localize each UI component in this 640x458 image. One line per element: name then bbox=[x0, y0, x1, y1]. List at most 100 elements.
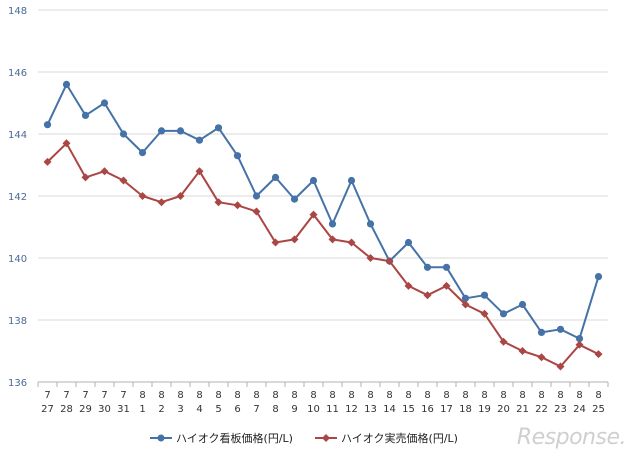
x-tick-day: 14 bbox=[383, 404, 396, 415]
x-tick-day: 25 bbox=[592, 404, 605, 415]
x-tick-day: 31 bbox=[117, 404, 130, 415]
x-tick-month: 8 bbox=[443, 390, 449, 401]
x-tick-month: 8 bbox=[215, 390, 221, 401]
legend-item-actual: ハイオク実売価格(円/L) bbox=[314, 430, 458, 446]
x-tick-month: 7 bbox=[120, 390, 126, 401]
x-tick-day: 10 bbox=[307, 404, 320, 415]
data-point bbox=[271, 173, 280, 181]
data-point bbox=[537, 328, 546, 336]
data-point bbox=[575, 335, 584, 343]
x-tick-month: 8 bbox=[310, 390, 316, 401]
data-point bbox=[62, 139, 71, 148]
data-point bbox=[233, 201, 242, 210]
x-tick-day: 16 bbox=[421, 404, 434, 415]
x-tick-day: 17 bbox=[440, 404, 453, 415]
x-tick-month: 8 bbox=[500, 390, 506, 401]
data-point bbox=[119, 176, 128, 185]
legend-item-signboard: ハイオク看板価格(円/L) bbox=[150, 430, 293, 446]
data-point bbox=[157, 127, 166, 135]
data-point bbox=[43, 157, 52, 166]
x-tick-month: 8 bbox=[253, 390, 259, 401]
data-point bbox=[100, 167, 109, 176]
legend-label: ハイオク実売価格(円/L) bbox=[340, 432, 458, 445]
y-tick-label: 140 bbox=[8, 254, 27, 265]
series-1 bbox=[43, 139, 603, 371]
x-tick-day: 21 bbox=[516, 404, 529, 415]
x-tick-month: 8 bbox=[196, 390, 202, 401]
data-point bbox=[347, 176, 356, 185]
x-tick-month: 8 bbox=[405, 390, 411, 401]
series-layer bbox=[43, 80, 603, 371]
data-point bbox=[252, 207, 261, 216]
data-point bbox=[176, 127, 185, 135]
data-point bbox=[157, 198, 166, 207]
data-point bbox=[423, 263, 432, 271]
data-point bbox=[499, 310, 508, 318]
x-tick-labels: 7277287297307318182838485868788898108118… bbox=[41, 390, 605, 415]
data-point bbox=[252, 192, 261, 200]
x-tick-day: 20 bbox=[497, 404, 510, 415]
x-tick-month: 7 bbox=[44, 390, 50, 401]
x-tick-month: 8 bbox=[424, 390, 430, 401]
x-tick-day: 1 bbox=[139, 404, 145, 415]
x-tick-month: 8 bbox=[348, 390, 354, 401]
series-line bbox=[46, 142, 599, 368]
x-tick-month: 7 bbox=[63, 390, 69, 401]
x-tick-month: 8 bbox=[329, 390, 335, 401]
y-tick-label: 142 bbox=[8, 192, 27, 203]
x-tick-month: 7 bbox=[82, 390, 88, 401]
data-point bbox=[404, 238, 413, 247]
x-tick-day: 5 bbox=[215, 404, 221, 415]
data-point bbox=[537, 353, 546, 362]
data-point bbox=[309, 210, 318, 219]
y-tick-label: 138 bbox=[8, 316, 27, 327]
data-point bbox=[366, 220, 375, 228]
series-line bbox=[46, 83, 600, 340]
data-point bbox=[347, 238, 356, 247]
x-tick-day: 19 bbox=[478, 404, 491, 415]
data-point bbox=[214, 198, 223, 207]
x-tick-day: 13 bbox=[364, 404, 377, 415]
x-tick-day: 3 bbox=[177, 404, 183, 415]
data-point bbox=[556, 362, 565, 371]
x-tick-month: 8 bbox=[158, 390, 164, 401]
data-point bbox=[575, 340, 584, 349]
data-point bbox=[43, 121, 52, 129]
x-tick-day: 9 bbox=[291, 404, 297, 415]
data-point bbox=[328, 220, 337, 228]
legend: ハイオク看板価格(円/L) ハイオク実売価格(円/L) bbox=[150, 430, 458, 446]
data-point bbox=[195, 167, 204, 176]
data-point bbox=[594, 350, 603, 359]
x-tick-day: 2 bbox=[158, 404, 164, 415]
y-tick-label: 136 bbox=[8, 378, 27, 389]
data-point bbox=[480, 309, 489, 318]
legend-label: ハイオク看板価格(円/L) bbox=[176, 432, 293, 445]
x-tick-month: 8 bbox=[367, 390, 373, 401]
legend-line-diamond-icon bbox=[314, 434, 337, 442]
watermark-logo: Response. bbox=[516, 425, 627, 450]
x-tick-month: 8 bbox=[595, 390, 601, 401]
y-tick-labels: 136 138 140 142 144 146 148 bbox=[8, 6, 27, 389]
axes bbox=[37, 381, 609, 387]
data-point bbox=[290, 195, 299, 203]
x-tick-day: 6 bbox=[234, 404, 240, 415]
y-tick-label: 148 bbox=[8, 6, 27, 17]
data-point bbox=[442, 263, 451, 271]
x-tick-month: 8 bbox=[234, 390, 240, 401]
data-point bbox=[271, 238, 280, 247]
x-tick-month: 8 bbox=[519, 390, 525, 401]
x-tick-day: 11 bbox=[326, 404, 339, 415]
y-tick-label: 146 bbox=[8, 68, 27, 79]
data-point bbox=[62, 80, 71, 88]
data-point bbox=[176, 192, 185, 200]
data-point bbox=[442, 281, 451, 290]
legend-line-circle-icon bbox=[150, 434, 172, 442]
x-tick-month: 8 bbox=[481, 390, 487, 401]
data-point bbox=[404, 281, 413, 290]
data-point bbox=[594, 273, 603, 281]
x-tick-day: 24 bbox=[573, 404, 586, 415]
x-tick-day: 12 bbox=[345, 404, 358, 415]
gridlines bbox=[38, 9, 608, 321]
x-tick-month: 8 bbox=[177, 390, 183, 401]
